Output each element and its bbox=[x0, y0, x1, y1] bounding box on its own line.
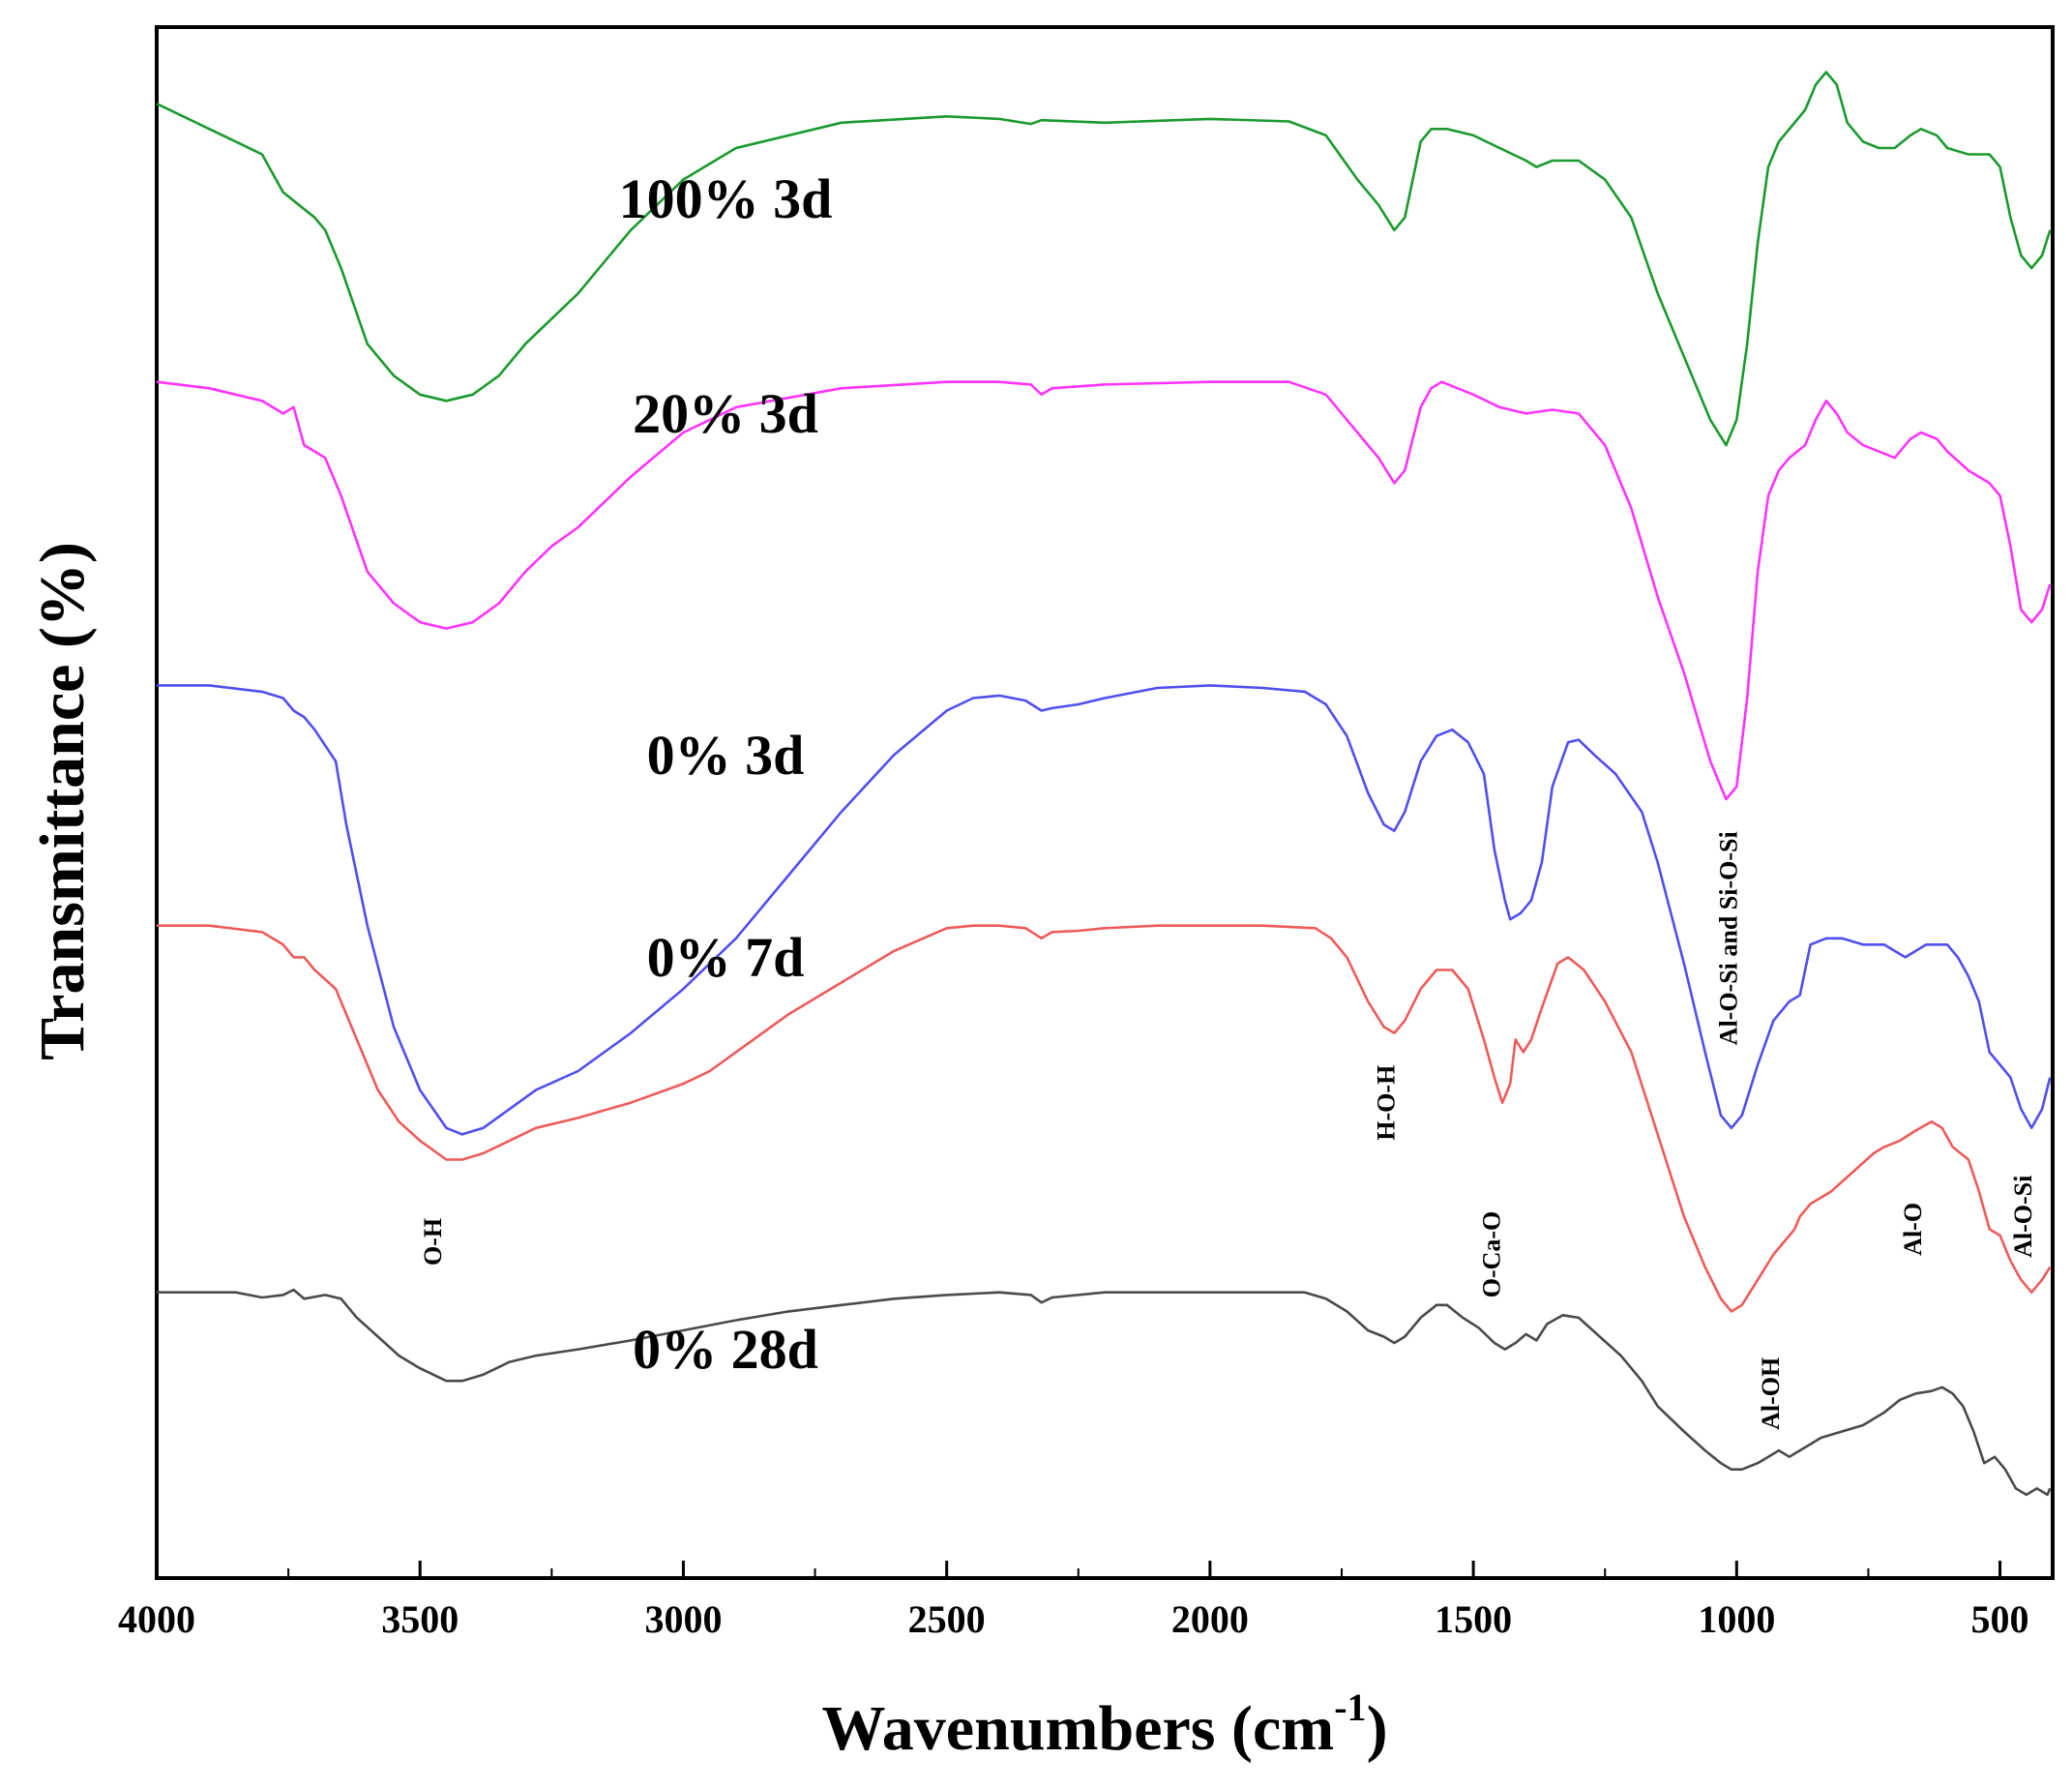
series-line-100-3d bbox=[156, 71, 2052, 447]
x-tick-label: 500 bbox=[1971, 1597, 2029, 1641]
series-line-0-7d bbox=[157, 924, 2052, 1313]
x-ticks: 4000 3500 3000 2500 2000 1500 1000 500 bbox=[118, 1561, 2029, 1641]
x-tick-label: 2000 bbox=[1171, 1597, 1249, 1641]
y-axis-title: Transmittance (%) bbox=[27, 542, 98, 1060]
peak-annotation: H-O-H bbox=[1372, 1065, 1400, 1141]
peak-annotation: Al-O bbox=[1899, 1203, 1927, 1256]
x-axis-title-close: ) bbox=[1367, 1693, 1388, 1764]
series-label: 0% 3d bbox=[647, 724, 805, 787]
x-axis-title-superscript: -1 bbox=[1334, 1685, 1366, 1729]
series-labels: 100% 3d 20% 3d 0% 3d 0% 7d 0% 28d bbox=[619, 167, 833, 1381]
peak-annotation: O-Ca-O bbox=[1477, 1211, 1505, 1298]
series-label: 100% 3d bbox=[619, 167, 833, 230]
series-line-0-28d bbox=[157, 1288, 2052, 1497]
peak-annotation: Al-OH bbox=[1757, 1357, 1785, 1430]
series-line-0-3d bbox=[157, 684, 2052, 1136]
x-tick-label: 1000 bbox=[1698, 1597, 1775, 1641]
x-tick-label: 2500 bbox=[908, 1597, 986, 1641]
peak-annotation: Al-O-Si bbox=[2009, 1176, 2037, 1258]
series-label: 0% 7d bbox=[647, 926, 805, 989]
x-axis-title: Wavenumbers (cm-1) bbox=[821, 1685, 1387, 1764]
peak-annotations: O-H H-O-H O-Ca-O Al-O-Si and Si-O-Si Al-OH Al… bbox=[419, 831, 2037, 1430]
peak-annotation: O-H bbox=[419, 1218, 447, 1266]
plot-frame bbox=[155, 25, 2055, 1580]
series-line-20-3d bbox=[156, 380, 2052, 801]
x-tick-label: 4000 bbox=[118, 1597, 195, 1641]
series-label: 20% 3d bbox=[633, 382, 818, 445]
series-label: 0% 28d bbox=[633, 1318, 818, 1381]
peak-annotation: Al-O-Si and Si-O-Si bbox=[1714, 831, 1742, 1045]
x-tick-label: 3000 bbox=[644, 1597, 722, 1641]
x-tick-label: 3500 bbox=[381, 1597, 459, 1641]
x-tick-label: 1500 bbox=[1435, 1597, 1512, 1641]
series-curves bbox=[156, 71, 2052, 1497]
